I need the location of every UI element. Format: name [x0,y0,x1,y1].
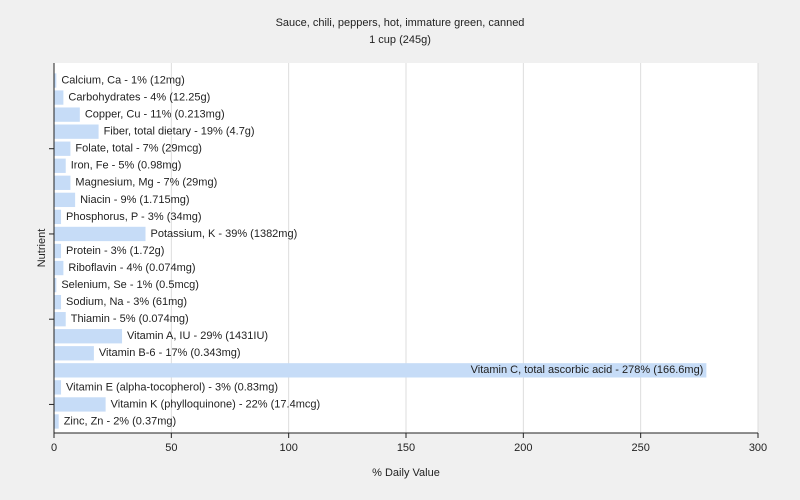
value-label: Zinc, Zn - 2% (0.37mg) [64,415,176,427]
bar [54,209,62,225]
bar [54,363,707,378]
value-label: Niacin - 9% (1.715mg) [80,194,189,206]
value-label: Fiber, total dietary - 19% (4.7g) [104,126,255,138]
value-label: Thiamin - 5% (0.074mg) [71,313,189,325]
bar [54,414,59,429]
y-axis-label: Nutrient [36,229,48,268]
bar [54,175,71,190]
value-label: Carbohydrates - 4% (12.25g) [68,91,210,103]
bar [54,243,62,259]
bar [54,312,66,327]
value-label: Vitamin B-6 - 17% (0.343mg) [99,347,241,359]
bar [54,397,106,412]
x-tick-label: 150 [397,442,415,454]
value-label: Iron, Fe - 5% (0.98mg) [71,160,182,172]
value-label: Riboflavin - 4% (0.074mg) [68,262,195,274]
x-tick-label: 100 [279,442,297,454]
value-label: Vitamin A, IU - 29% (1431IU) [127,330,268,342]
value-label: Protein - 3% (1.72g) [66,245,164,257]
bar [54,329,123,344]
value-label: Folate, total - 7% (29mcg) [75,143,202,155]
bar [54,124,99,139]
bar [54,73,57,88]
value-label: Sodium, Na - 3% (61mg) [66,296,187,308]
x-tick-label: 300 [749,442,767,454]
x-tick-label: 50 [165,442,177,454]
x-tick-label: 200 [514,442,532,454]
value-label: Potassium, K - 39% (1382mg) [151,228,298,240]
value-label: Calcium, Ca - 1% (12mg) [61,74,184,86]
bar [54,260,64,276]
bar [54,380,62,395]
bar [54,346,94,361]
value-label: Selenium, Se - 1% (0.5mcg) [61,279,199,291]
bar [54,294,62,310]
bar [54,90,64,105]
bar [54,158,66,173]
chart-title: Sauce, chili, peppers, hot, immature gre… [276,17,525,29]
value-label: Vitamin E (alpha-tocopherol) - 3% (0.83m… [66,381,278,393]
chart-subtitle: 1 cup (245g) [369,34,431,46]
bar [54,107,80,122]
bar [54,226,146,242]
x-tick-label: 250 [631,442,649,454]
value-label: Phosphorus, P - 3% (34mg) [66,211,202,223]
value-label: Magnesium, Mg - 7% (29mg) [75,177,217,189]
value-label: Vitamin C, total ascorbic acid - 278% (1… [471,364,704,376]
bar [54,192,76,208]
x-tick-label: 0 [51,442,57,454]
x-axis-label: % Daily Value [372,467,440,479]
value-label: Vitamin K (phylloquinone) - 22% (17.4mcg… [111,398,321,410]
bar [54,277,57,293]
bar [54,141,71,156]
value-label: Copper, Cu - 11% (0.213mg) [85,109,225,121]
